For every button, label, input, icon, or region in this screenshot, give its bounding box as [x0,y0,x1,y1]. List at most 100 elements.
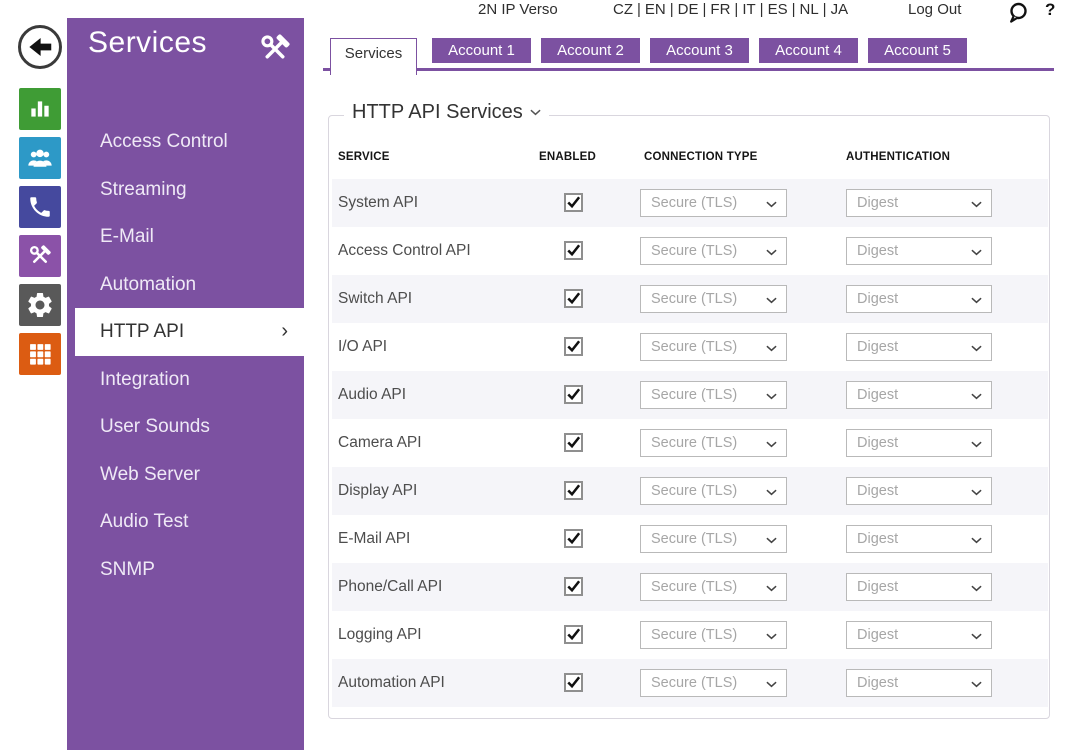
connection-type-select[interactable]: Secure (TLS) [640,573,787,601]
logout-button[interactable]: Log Out [908,1,962,18]
back-button[interactable] [18,25,62,69]
enabled-checkbox[interactable] [564,481,583,500]
authentication-select[interactable]: Digest [846,669,992,697]
select-value: Secure (TLS) [651,387,738,403]
tab-services[interactable]: Services [330,38,417,75]
sidebar-item-label: Automation [100,273,197,295]
sidebar-item-streaming[interactable]: Streaming [67,166,304,214]
tab-account-5[interactable]: Account 5 [868,38,967,63]
enabled-checkbox[interactable] [564,337,583,356]
help-icon[interactable]: ? [1045,0,1056,19]
feedback-bubble-icon[interactable] [1006,1,1030,25]
sidebar-item-audio-test[interactable]: Audio Test [67,498,304,546]
service-name: Logging API [338,626,422,643]
language-link-en[interactable]: EN [644,1,666,18]
tab-account-2[interactable]: Account 2 [541,38,640,63]
language-link-cz[interactable]: CZ [613,1,633,18]
language-separator: | [637,1,641,18]
authentication-select[interactable]: Digest [846,621,992,649]
phone-icon[interactable] [19,186,61,228]
table-row: Access Control API Secure (TLS) Digest [332,227,1048,275]
authentication-select[interactable]: Digest [846,525,992,553]
connection-type-select[interactable]: Secure (TLS) [640,189,787,217]
column-header-enabled: ENABLED [539,151,596,163]
authentication-select[interactable]: Digest [846,381,992,409]
enabled-checkbox[interactable] [564,673,583,692]
sidebar-item-label: E-Mail [100,226,154,247]
tab-account-1[interactable]: Account 1 [432,38,531,63]
language-link-it[interactable]: IT [742,1,756,18]
sidebar-item-automation[interactable]: Automation [67,261,304,309]
sidebar-item-http-api[interactable]: HTTP API › [75,308,304,356]
select-value: Digest [857,531,899,547]
language-switcher[interactable]: CZ | EN | DE | FR | IT | ES | NL | JA [613,1,848,18]
tab-account-4[interactable]: Account 4 [759,38,858,63]
enabled-checkbox[interactable] [564,193,583,212]
enabled-checkbox[interactable] [564,385,583,404]
select-value: Digest [857,483,899,499]
sidebar-item-snmp[interactable]: SNMP [67,546,304,594]
enabled-checkbox[interactable] [564,289,583,308]
authentication-select[interactable]: Digest [846,333,992,361]
authentication-select[interactable]: Digest [846,237,992,265]
enabled-checkbox[interactable] [564,625,583,644]
connection-type-select[interactable]: Secure (TLS) [640,525,787,553]
language-link-fr[interactable]: FR [710,1,731,18]
language-link-es[interactable]: ES [767,1,788,18]
people-icon[interactable] [19,137,61,179]
select-value: Digest [857,387,899,403]
chevron-right-icon: › [281,320,288,342]
select-value: Secure (TLS) [651,339,738,355]
enabled-checkbox[interactable] [564,433,583,452]
column-header-authentication: AUTHENTICATION [846,151,951,163]
sidebar-item-label: SNMP [100,558,155,580]
sidebar-item-access-control[interactable]: Access Control [67,118,304,166]
enabled-checkbox[interactable] [564,529,583,548]
connection-type-select[interactable]: Secure (TLS) [640,381,787,409]
sidebar: Services Access Control Streaming E-Mail Au… [67,18,304,750]
arrow-left-icon [29,38,52,56]
language-separator: | [669,1,674,18]
language-separator: | [759,1,764,18]
authentication-select[interactable]: Digest [846,573,992,601]
sidebar-item-user-sounds[interactable]: User Sounds [67,403,304,451]
enabled-checkbox[interactable] [564,577,583,596]
enabled-checkbox[interactable] [564,241,583,260]
tab-account-3[interactable]: Account 3 [650,38,749,63]
gear-icon[interactable] [19,284,61,326]
connection-type-select[interactable]: Secure (TLS) [640,669,787,697]
sidebar-item-e-mail[interactable]: E-Mail [67,213,304,261]
select-value: Digest [857,291,899,307]
connection-type-select[interactable]: Secure (TLS) [640,237,787,265]
authentication-select[interactable]: Digest [846,429,992,457]
authentication-select[interactable]: Digest [846,285,992,313]
language-link-ja[interactable]: JA [830,1,849,18]
service-name: Switch API [338,290,413,307]
sidebar-menu: Access Control Streaming E-Mail Automation H… [67,118,304,593]
connection-type-select[interactable]: Secure (TLS) [640,333,787,361]
table-row: I/O API Secure (TLS) Digest [332,323,1048,371]
column-header-service: SERVICE [338,151,390,163]
language-link-de[interactable]: DE [677,1,699,18]
sidebar-item-label: Access Control [100,131,228,152]
table-row: Automation API Secure (TLS) Digest [332,659,1048,707]
language-link-nl[interactable]: NL [799,1,819,18]
panel-title[interactable]: HTTP API Services [344,101,549,124]
tools-icon[interactable] [19,235,61,277]
table-row: Phone/Call API Secure (TLS) Digest [332,563,1048,611]
connection-type-select[interactable]: Secure (TLS) [640,285,787,313]
connection-type-select[interactable]: Secure (TLS) [640,621,787,649]
bar-chart-icon[interactable] [19,88,61,130]
grid-icon[interactable] [19,333,61,375]
table-row: Audio API Secure (TLS) Digest [332,371,1048,419]
connection-type-select[interactable]: Secure (TLS) [640,477,787,505]
column-header-connection-type: CONNECTION TYPE [644,151,758,163]
select-value: Secure (TLS) [651,675,738,691]
sidebar-item-web-server[interactable]: Web Server [67,451,304,499]
authentication-select[interactable]: Digest [846,189,992,217]
sidebar-item-integration[interactable]: Integration [67,356,304,404]
connection-type-select[interactable]: Secure (TLS) [640,429,787,457]
table-row: Switch API Secure (TLS) Digest [332,275,1048,323]
authentication-select[interactable]: Digest [846,477,992,505]
select-value: Digest [857,675,899,691]
